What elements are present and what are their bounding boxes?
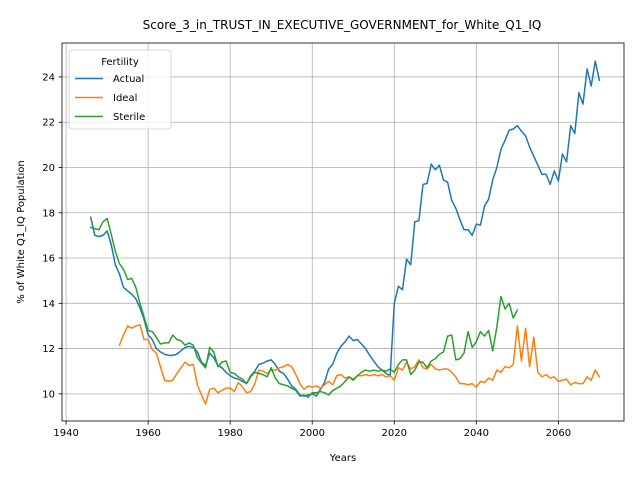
x-tick-label: 1940 [53, 428, 78, 439]
y-tick-label: 10 [42, 389, 55, 400]
y-tick-label: 22 [42, 118, 55, 129]
series-line-sterile [89, 217, 519, 398]
legend-box [68, 49, 172, 130]
y-tick-label: 24 [42, 72, 55, 83]
legend-title: Fertility [101, 57, 139, 68]
legend-label-actual: Actual [113, 74, 144, 85]
y-tick-label: 20 [42, 163, 55, 174]
grid [62, 43, 624, 421]
x-tick-label: 2020 [382, 428, 407, 439]
y-axis-ticks: 10 12 14 16 18 20 22 24 [42, 72, 62, 400]
y-axis-label: % of White Q1_IQ Population [16, 160, 27, 304]
x-axis-ticks: 1940 1960 1980 2000 2020 2040 2060 [53, 421, 571, 439]
chart-title: Score_3_in_TRUST_IN_EXECUTIVE_GOVERNMENT… [143, 18, 542, 32]
series-lines [89, 60, 601, 405]
series-line-actual [89, 60, 601, 397]
x-tick-label: 1960 [135, 428, 160, 439]
x-axis-label: Years [329, 453, 356, 464]
y-tick-label: 16 [42, 254, 55, 265]
legend-label-ideal: Ideal [113, 93, 137, 104]
y-tick-label: 18 [42, 208, 55, 219]
x-tick-label: 2060 [546, 428, 571, 439]
legend: Fertility Actual Ideal Sterile [68, 49, 172, 130]
y-tick-label: 14 [42, 299, 55, 310]
legend-label-sterile: Sterile [113, 112, 145, 123]
axes [61, 42, 625, 422]
axes-frame [61, 42, 625, 422]
series-line-ideal [118, 324, 601, 405]
y-tick-label: 12 [42, 344, 55, 355]
x-tick-label: 1980 [217, 428, 242, 439]
x-tick-label: 2040 [464, 428, 489, 439]
x-tick-label: 2000 [300, 428, 325, 439]
